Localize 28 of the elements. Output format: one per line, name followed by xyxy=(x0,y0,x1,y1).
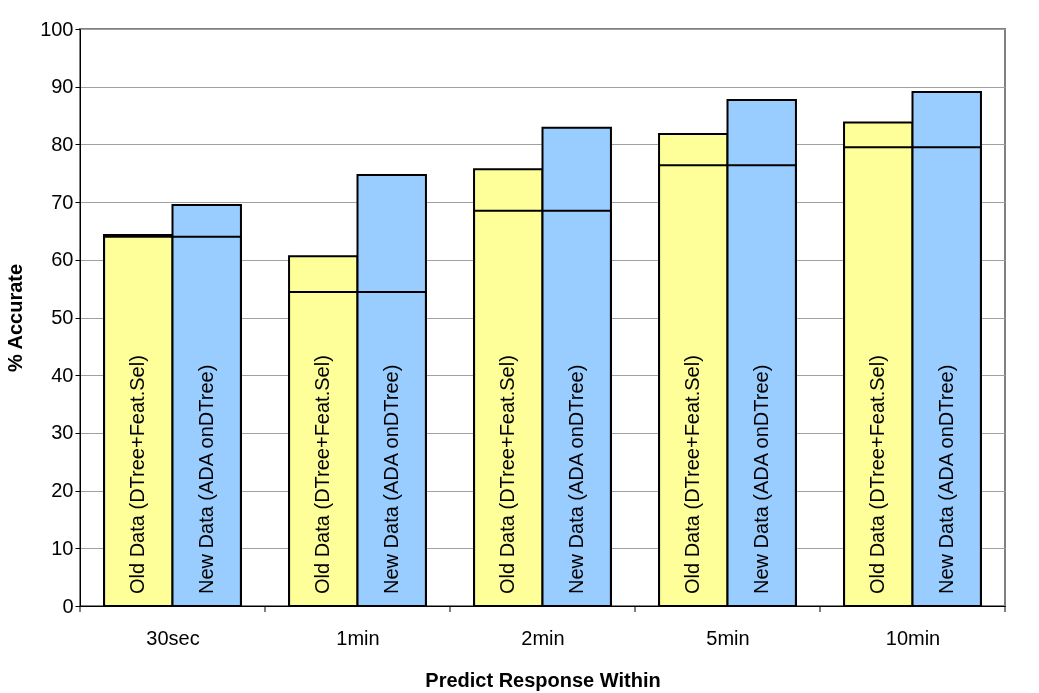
text: Old Data (DTree+Feat.Sel) xyxy=(866,355,889,594)
y-axis-title: % Accurate xyxy=(4,263,27,373)
y-tick-label: 100 xyxy=(40,17,74,40)
text: Old Data (DTree+Feat.Sel) xyxy=(311,355,334,594)
text: New Data (ADA onDTree) xyxy=(934,364,957,594)
y-tick-label: 80 xyxy=(51,132,74,155)
text: New Data (ADA onDTree) xyxy=(564,364,587,594)
y-tick-label: 70 xyxy=(51,190,74,213)
y-tick-label: 60 xyxy=(51,248,74,271)
y-tick-label: 40 xyxy=(51,363,74,386)
x-tick-label: 2min xyxy=(521,626,565,649)
y-tick-label: 20 xyxy=(51,479,74,502)
x-tick-label: 5min xyxy=(706,626,750,649)
y-tick-label: 10 xyxy=(51,536,74,559)
y-tick-label: 0 xyxy=(62,594,74,617)
text: New Data (ADA onDTree) xyxy=(379,364,402,594)
text: New Data (ADA onDTree) xyxy=(749,364,772,594)
x-axis-title: Predict Response Within xyxy=(425,668,661,691)
x-tick-label: 30sec xyxy=(146,626,200,649)
series-label: Old Data (DTree+Feat.Sel) xyxy=(126,355,149,594)
y-tick-label: 90 xyxy=(51,75,74,98)
y-tick-label: 30 xyxy=(51,421,74,444)
x-tick-label: 1min xyxy=(336,626,380,649)
x-tick-label: 10min xyxy=(885,626,941,649)
text: Old Data (DTree+Feat.Sel) xyxy=(496,355,519,594)
y-tick-label: 50 xyxy=(51,306,74,328)
series-label: New Data (ADA onDTree) xyxy=(194,364,217,594)
text: Old Data (DTree+Feat.Sel) xyxy=(681,355,704,594)
